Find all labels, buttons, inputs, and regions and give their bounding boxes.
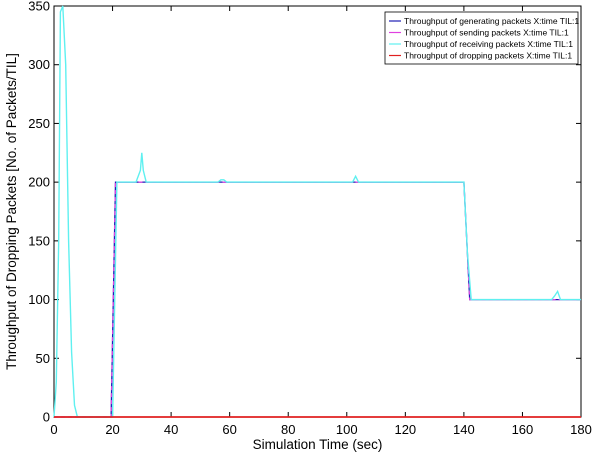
- legend-label-generating: Throughput of generating packets X:time …: [404, 16, 579, 26]
- series-layer: [53, 5, 581, 418]
- y-tick-label: 150: [28, 233, 50, 248]
- legend: Throughput of generating packets X:time …: [384, 11, 579, 65]
- y-tick-label: 200: [28, 175, 50, 190]
- legend-entry: Throughput of sending packets X:time TIL…: [389, 28, 569, 38]
- x-tick-label: 40: [164, 422, 178, 437]
- x-tick-label: 180: [570, 422, 592, 437]
- legend-box: [384, 11, 579, 65]
- x-tick-label: 20: [105, 422, 119, 437]
- x-tick-label: 120: [394, 422, 416, 437]
- legend-entry: Throughput of dropping packets X:time TI…: [389, 51, 572, 61]
- x-tick-label: 100: [336, 422, 358, 437]
- x-tick-label: 60: [222, 422, 236, 437]
- y-tick-label: 0: [43, 410, 50, 425]
- y-tick-label: 250: [28, 116, 50, 131]
- x-tick-label: 160: [512, 422, 534, 437]
- series-line-receiving: [53, 5, 581, 418]
- x-axis: 0 20 40 60 80 100 120 140 160 180: [50, 6, 592, 437]
- legend-label-sending: Throughput of sending packets X:time TIL…: [404, 28, 569, 38]
- legend-label-receiving: Throughput of receiving packets X:time T…: [404, 39, 573, 49]
- x-tick-label: 80: [281, 422, 295, 437]
- x-tick-label: 140: [453, 422, 475, 437]
- legend-entry: Throughput of receiving packets X:time T…: [389, 39, 573, 49]
- y-tick-label: 300: [28, 57, 50, 72]
- legend-entry: Throughput of generating packets X:time …: [389, 16, 579, 26]
- plot-area: [53, 5, 582, 418]
- y-tick-label: 350: [28, 0, 50, 14]
- y-axis-label: Throughput of Dropping Packets [No. of P…: [4, 53, 19, 370]
- x-tick-label: 0: [50, 422, 57, 437]
- x-axis-label: Simulation Time (sec): [253, 437, 383, 452]
- y-axis: 0 50 100 150 200 250 300 350: [28, 0, 581, 425]
- y-tick-label: 100: [28, 292, 50, 307]
- legend-label-dropping: Throughput of dropping packets X:time TI…: [404, 51, 572, 61]
- y-tick-label: 50: [36, 351, 50, 366]
